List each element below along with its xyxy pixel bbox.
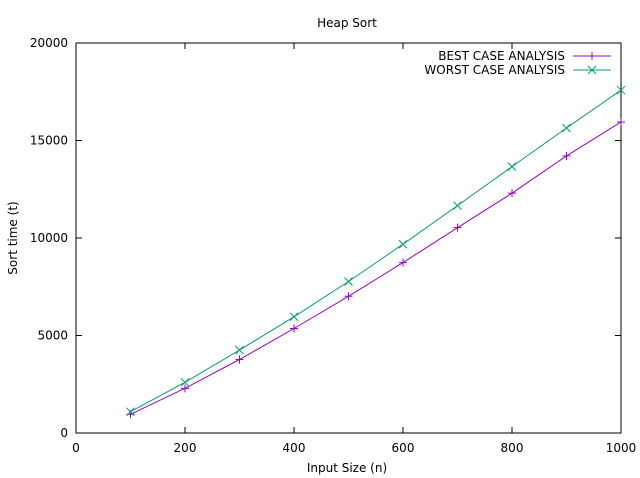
series-0-point (181, 384, 189, 393)
y-tick-label: 0 (60, 426, 68, 440)
legend-marker-0 (588, 52, 596, 60)
series-1-point (126, 407, 135, 417)
series-0-point (617, 117, 625, 126)
x-tick-label: 600 (392, 441, 415, 455)
series-1-point (398, 239, 408, 249)
series-1-point (289, 312, 299, 322)
x-tick-label: 800 (501, 441, 524, 455)
chart-title: Heap Sort (317, 16, 377, 30)
series-line-0 (130, 121, 622, 415)
series-1-point (562, 123, 571, 133)
series-0-point (508, 189, 516, 198)
x-axis-label: Input Size (n) (307, 461, 387, 475)
y-tick-label: 15000 (30, 134, 68, 148)
series-1-point (507, 162, 517, 171)
series-0-point (344, 292, 353, 301)
y-tick-label: 5000 (37, 329, 68, 343)
series-1-point (235, 345, 244, 355)
series-0-point (290, 324, 298, 333)
y-axis-label: Sort time (t) (6, 201, 20, 274)
legend-label-1: WORST CASE ANALYSIS (424, 63, 565, 77)
series-0-point (235, 355, 244, 364)
series-0-point (453, 223, 462, 232)
series-line-1 (130, 89, 622, 413)
series-1-point (453, 201, 462, 210)
series-1-point (344, 277, 353, 286)
legend-label-0: BEST CASE ANALYSIS (438, 49, 565, 63)
series-1-point (180, 377, 190, 387)
series-1-point (616, 85, 626, 95)
x-tick-label: 0 (72, 441, 80, 455)
x-tick-label: 1000 (606, 441, 637, 455)
series-0-point (562, 151, 571, 160)
x-tick-label: 200 (174, 441, 197, 455)
plot-area: 0 200 400 600 800 100005000100001500020000BES… (30, 36, 636, 455)
series-0-point (399, 258, 407, 267)
y-tick-label: 10000 (30, 231, 68, 245)
legend-marker-1 (587, 65, 597, 75)
x-tick-label: 400 (283, 441, 306, 455)
y-tick-label: 20000 (30, 36, 68, 50)
